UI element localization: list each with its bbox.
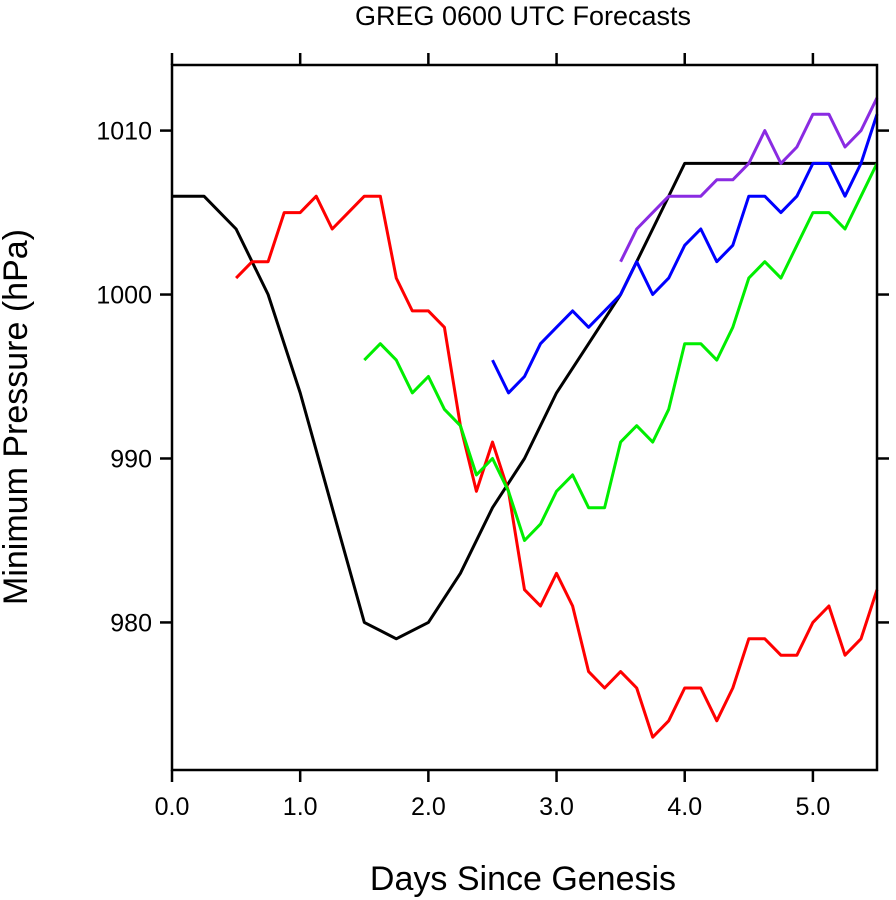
x-tick-label-4: 4.0 <box>667 793 702 821</box>
x-tick-label-5: 5.0 <box>796 793 831 821</box>
x-axis-label: Days Since Genesis <box>370 860 676 898</box>
x-tick-label-1: 1.0 <box>283 793 318 821</box>
series-line-1 <box>172 161 877 641</box>
x-tick-label-3: 3.0 <box>539 793 574 821</box>
y-tick-label-2: 1000 <box>96 282 152 310</box>
series-line-2 <box>235 194 879 739</box>
plot-frame <box>170 63 879 772</box>
x-tick-label-0: 0.0 <box>155 793 190 821</box>
x-tick-label-2: 2.0 <box>411 793 446 821</box>
y-axis-label: Minimum Pressure (hPa) <box>0 229 35 605</box>
tick-layer <box>160 53 889 782</box>
chart-title: GREG 0600 UTC Forecasts <box>355 1 691 31</box>
x-tick-labels: 0.0 1.0 2.0 3.0 4.0 5.0 <box>155 793 831 821</box>
series-line-3 <box>363 162 879 542</box>
y-tick-label-3: 1010 <box>96 118 152 146</box>
series-line-5 <box>619 97 879 263</box>
y-tick-labels: 980 990 1000 1010 <box>96 118 152 638</box>
y-tick-label-0: 980 <box>110 609 152 637</box>
series-layer <box>172 97 879 739</box>
y-tick-label-1: 990 <box>110 445 152 473</box>
series-line-4 <box>491 113 879 395</box>
